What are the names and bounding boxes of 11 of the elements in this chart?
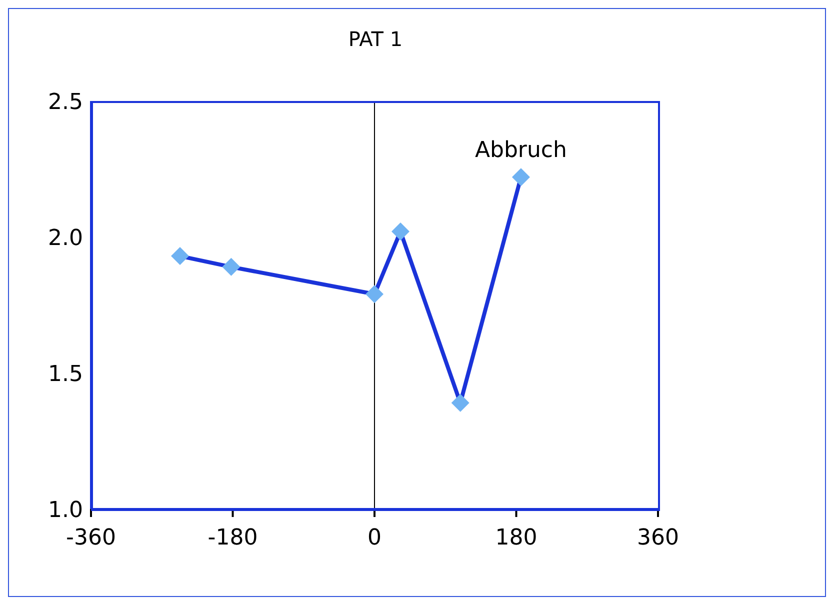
chart-title: PAT 1 [347,27,404,51]
annotation: Abbruch [474,138,567,164]
x-tick-label: 0 [368,526,382,551]
x-tick-label: -180 [208,526,258,551]
y-tick-label: 2.0 [48,226,83,251]
y-tick-label: 2.5 [48,90,83,115]
x-tick-label: -360 [66,526,116,551]
y-tick-label: 1.0 [48,498,83,523]
x-tick-label: 360 [637,526,679,551]
x-tick-label: 180 [495,526,538,551]
y-tick-label: 1.5 [48,362,83,387]
